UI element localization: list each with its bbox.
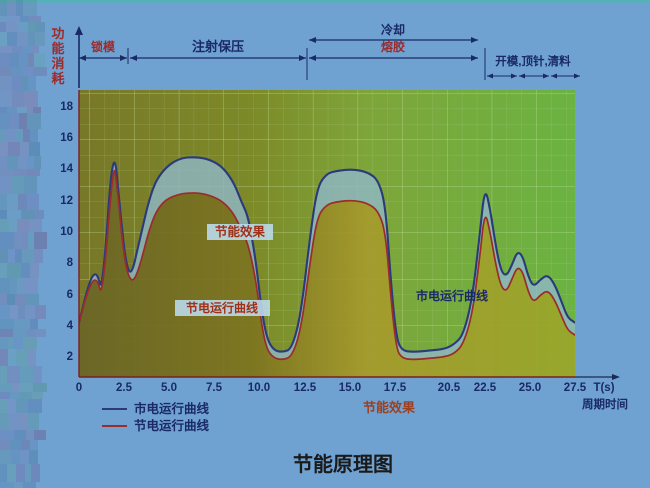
svg-text:15.0: 15.0 [339, 382, 361, 394]
svg-text:18: 18 [60, 101, 73, 113]
svg-text:27.5: 27.5 [564, 382, 587, 394]
svg-text:7.5: 7.5 [206, 382, 223, 394]
svg-text:冷却: 冷却 [381, 22, 405, 37]
svg-text:10.0: 10.0 [248, 382, 270, 394]
svg-text:12.5: 12.5 [294, 382, 317, 394]
svg-text:注射保压: 注射保压 [192, 39, 244, 54]
svg-text:节能效果: 节能效果 [363, 400, 415, 415]
svg-text:8: 8 [67, 257, 74, 269]
svg-text:2.5: 2.5 [116, 382, 133, 394]
svg-text:20.5: 20.5 [438, 382, 461, 394]
svg-text:25.0: 25.0 [519, 382, 541, 394]
svg-text:节能原理图: 节能原理图 [293, 452, 393, 476]
svg-text:10: 10 [60, 226, 73, 238]
svg-text:熔胶: 熔胶 [381, 39, 405, 54]
svg-text:4: 4 [67, 320, 74, 332]
svg-text:市电运行曲线: 市电运行曲线 [134, 401, 210, 416]
svg-text:14: 14 [60, 163, 73, 175]
svg-text:T(s): T(s) [593, 382, 614, 394]
svg-text:0: 0 [76, 382, 82, 394]
svg-text:2: 2 [67, 351, 73, 363]
svg-text:12: 12 [60, 195, 73, 207]
svg-text:能: 能 [51, 41, 64, 56]
svg-text:6: 6 [67, 289, 73, 301]
svg-text:节电运行曲线: 节电运行曲线 [134, 418, 210, 433]
svg-text:17.5: 17.5 [384, 382, 407, 394]
svg-text:节电运行曲线: 节电运行曲线 [186, 300, 258, 315]
svg-text:周期时间: 周期时间 [582, 397, 628, 411]
svg-text:22.5: 22.5 [474, 382, 497, 394]
svg-text:功: 功 [51, 26, 64, 41]
svg-text:节能效果: 节能效果 [215, 224, 266, 239]
svg-text:16: 16 [60, 132, 73, 144]
svg-text:开模,顶针,清料: 开模,顶针,清料 [495, 54, 571, 68]
svg-text:消: 消 [51, 56, 64, 71]
svg-text:市电运行曲线: 市电运行曲线 [416, 288, 488, 303]
svg-text:锁模: 锁模 [91, 39, 116, 54]
svg-text:5.0: 5.0 [161, 382, 177, 394]
svg-text:耗: 耗 [51, 71, 64, 86]
